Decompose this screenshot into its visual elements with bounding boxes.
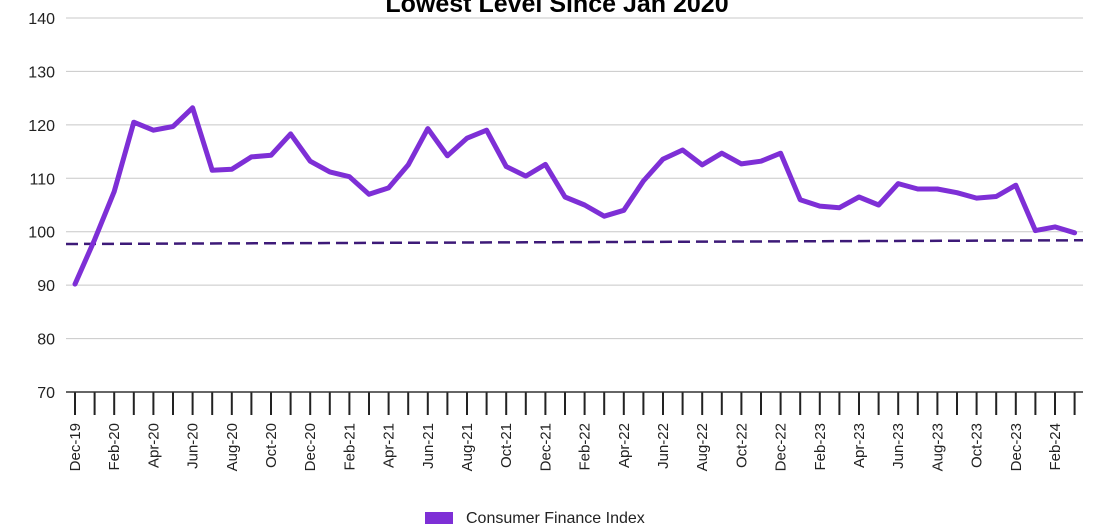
x-tick-label: Jun-23: [890, 423, 907, 469]
data-point: [837, 205, 842, 210]
data-point: [856, 194, 862, 200]
data-point: [249, 154, 254, 160]
data-point: [778, 150, 783, 156]
y-tick-label: 80: [37, 332, 55, 349]
data-point: [366, 192, 372, 197]
data-point: [406, 162, 411, 168]
x-tick-label: Dec-21: [537, 423, 554, 471]
data-point: [1033, 228, 1038, 233]
data-point: [641, 178, 646, 184]
x-tick-label: Oct-23: [969, 423, 986, 468]
x-axis-ticks: Dec-19 Feb-20 Apr-20 Jun-20 Aug-20 Oct-20 Dec-…: [67, 392, 1076, 471]
data-point: [112, 189, 117, 194]
x-tick-label: Oct-21: [498, 423, 515, 468]
x-tick-label: Oct-20: [263, 423, 280, 468]
data-point: [582, 202, 587, 208]
y-tick-label: 110: [29, 171, 55, 188]
x-tick-label: Apr-20: [145, 423, 162, 468]
data-point: [504, 164, 509, 169]
x-tick-label: Apr-23: [851, 423, 868, 468]
data-point: [190, 105, 195, 110]
data-point: [386, 185, 391, 191]
data-point: [327, 169, 332, 175]
data-point: [817, 203, 822, 209]
x-tick-label: Aug-20: [224, 423, 241, 471]
data-point: [719, 150, 724, 156]
y-tick-label: 100: [28, 225, 55, 242]
x-tick-label: Oct-22: [733, 423, 750, 468]
y-axis-ticks: 70 80 90 100 110 120 130 140: [28, 11, 55, 402]
data-point: [445, 153, 450, 159]
gridlines: [66, 17, 1083, 340]
data-point: [896, 181, 901, 186]
x-tick-label: Dec-19: [67, 423, 84, 471]
data-point: [308, 158, 313, 164]
data-point: [543, 162, 548, 167]
data-point: [425, 126, 430, 131]
x-tick-label: Dec-23: [1008, 423, 1025, 471]
y-tick-label: 130: [28, 64, 55, 81]
data-point: [229, 167, 234, 172]
x-tick-label: Feb-22: [577, 423, 594, 471]
x-tick-label: Dec-22: [773, 423, 790, 471]
y-tick-label: 90: [37, 278, 55, 295]
data-point: [915, 186, 920, 192]
x-tick-label: Aug-21: [459, 423, 476, 471]
data-point: [523, 173, 528, 179]
x-tick-label: Jun-20: [185, 423, 202, 469]
x-tick-label: Jun-22: [655, 423, 672, 469]
x-tick-label: Dec-20: [302, 423, 319, 471]
y-tick-label: 70: [37, 385, 55, 402]
data-point: [954, 190, 960, 195]
data-point: [347, 174, 352, 179]
data-point: [288, 131, 293, 137]
data-point: [92, 237, 97, 242]
x-tick-label: Feb-24: [1047, 423, 1064, 471]
data-point: [994, 194, 999, 199]
reference-dashed-line: [65, 239, 1084, 246]
x-tick-label: Feb-21: [341, 423, 358, 471]
x-tick-label: Jun-21: [420, 423, 437, 469]
x-tick-label: Aug-22: [694, 423, 711, 471]
data-point: [210, 168, 215, 173]
data-point: [700, 162, 705, 168]
data-point: [268, 153, 274, 158]
x-tick-label: Feb-23: [812, 423, 829, 471]
data-point: [602, 214, 607, 219]
series-line-consumer-finance-index: [72, 105, 1078, 287]
data-point: [131, 119, 136, 125]
data-point: [170, 124, 176, 129]
data-point: [935, 186, 940, 192]
data-point: [1013, 183, 1018, 188]
data-point: [1072, 230, 1077, 235]
legend-swatch: [425, 512, 453, 524]
data-point: [758, 158, 764, 164]
data-point: [876, 202, 881, 208]
data-point: [72, 281, 78, 287]
y-tick-label: 140: [28, 11, 55, 28]
y-tick-label: 120: [28, 118, 55, 135]
x-tick-label: Aug-23: [929, 423, 946, 471]
x-tick-label: Apr-22: [616, 423, 633, 468]
data-point: [621, 208, 626, 213]
data-point: [151, 128, 156, 133]
data-point: [484, 128, 489, 133]
data-point: [974, 195, 979, 201]
legend: Consumer Finance Index: [425, 510, 645, 527]
data-point: [562, 194, 568, 200]
x-tick-label: Apr-21: [381, 423, 398, 468]
data-points: [72, 105, 1077, 287]
data-point: [680, 147, 685, 153]
data-point: [798, 197, 803, 202]
data-point: [739, 161, 744, 167]
data-point: [464, 136, 470, 141]
x-tick-label: Feb-20: [106, 423, 123, 471]
data-point: [1052, 224, 1058, 230]
legend-label: Consumer Finance Index: [466, 510, 645, 527]
chart-title: Lowest Level Since Jan 2020: [385, 0, 728, 18]
data-point: [660, 156, 666, 162]
